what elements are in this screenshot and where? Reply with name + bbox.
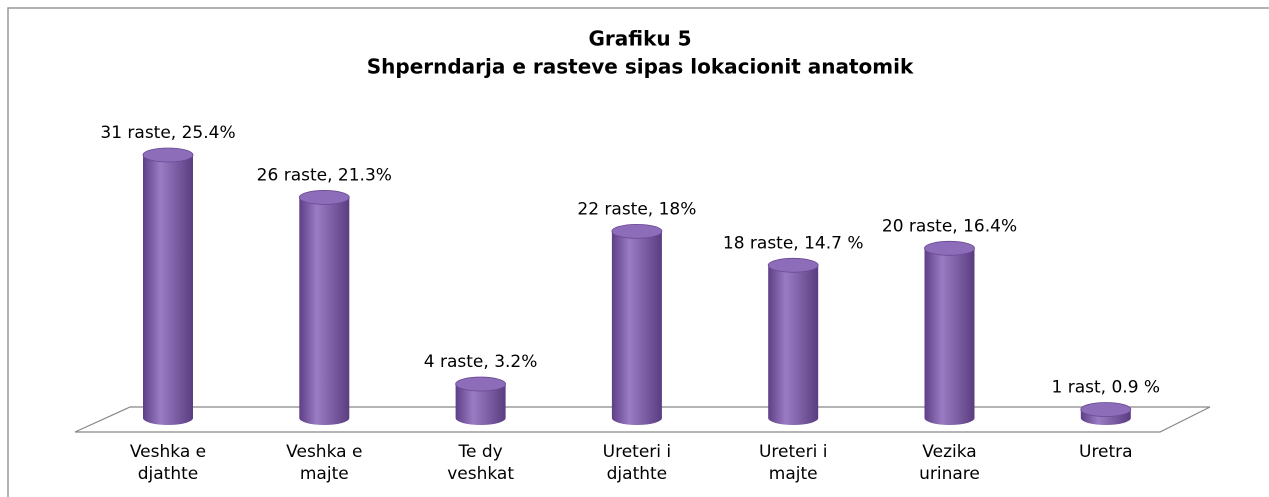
x-tick-label: Te dy veshkat (447, 442, 514, 484)
x-tick-label: Vezika urinare (919, 442, 980, 484)
bar (924, 248, 975, 425)
value-label: 1 rast, 0.9 % (1052, 378, 1161, 398)
bar-top (142, 147, 194, 163)
x-tick-label: Veshka e djathte (129, 442, 207, 484)
x-tick-label: Veshka e majte (286, 442, 363, 484)
value-label: 26 raste, 21.3% (257, 165, 392, 185)
bar-top (1080, 402, 1132, 417)
bar (143, 155, 193, 425)
bar (768, 265, 819, 425)
bar-top (767, 257, 819, 273)
value-label: 4 raste, 3.2% (424, 352, 538, 372)
value-label: 20 raste, 16.4% (882, 216, 1017, 236)
chart-subtitle: Shperndarja e rasteve sipas lokacionit a… (367, 55, 914, 79)
bar (455, 384, 506, 425)
x-tick-label: Ureteri i majte (758, 442, 828, 484)
bar-top (298, 190, 350, 205)
bar-top (924, 240, 975, 256)
value-label: 31 raste, 25.4% (100, 123, 235, 143)
chart-title: Grafiku 5 (588, 27, 691, 51)
x-tick-label: Uretra (1079, 442, 1133, 462)
bar-top (455, 376, 507, 392)
frame (7, 7, 1269, 497)
bar-top (611, 223, 663, 239)
value-label: 22 raste, 18% (577, 199, 696, 219)
x-tick-label: Ureteri i djathte (602, 442, 672, 484)
bar (611, 231, 662, 425)
value-label: 18 raste, 14.7 % (723, 233, 864, 253)
bar (299, 197, 350, 425)
